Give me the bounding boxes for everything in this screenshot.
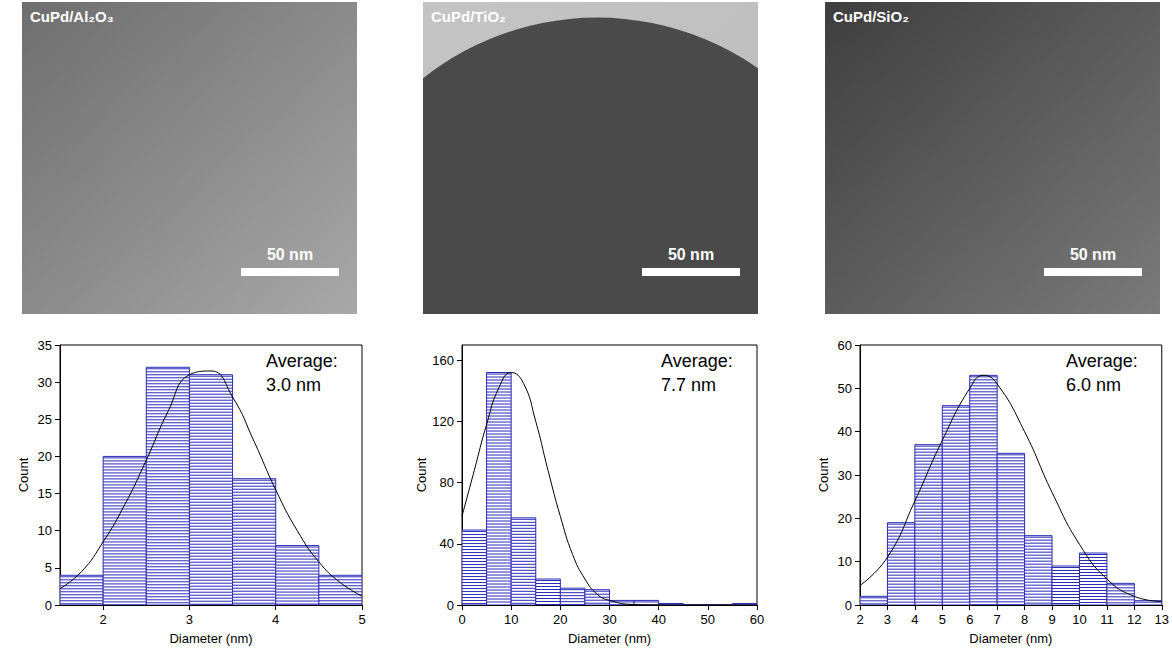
svg-text:50 nm: 50 nm: [1070, 246, 1116, 263]
svg-text:50: 50: [838, 381, 852, 396]
svg-text:Average:: Average:: [661, 351, 733, 371]
svg-text:4: 4: [272, 612, 279, 627]
svg-text:0: 0: [45, 598, 52, 613]
svg-text:30: 30: [838, 468, 852, 483]
svg-text:CuPd/SiO₂: CuPd/SiO₂: [833, 8, 909, 25]
svg-text:20: 20: [38, 449, 52, 464]
svg-text:Count: Count: [414, 457, 429, 492]
svg-text:80: 80: [440, 475, 454, 490]
svg-text:20: 20: [838, 511, 852, 526]
svg-text:6: 6: [966, 612, 973, 627]
svg-text:60: 60: [838, 338, 852, 353]
svg-text:CuPd/Al₂O₃: CuPd/Al₂O₃: [30, 8, 114, 25]
svg-text:6.0 nm: 6.0 nm: [1066, 375, 1121, 395]
svg-text:Diameter (nm): Diameter (nm): [568, 631, 651, 646]
svg-text:40: 40: [440, 536, 454, 551]
svg-text:0: 0: [458, 612, 465, 627]
svg-text:0: 0: [447, 598, 454, 613]
svg-text:25: 25: [38, 412, 52, 427]
svg-text:11: 11: [1100, 612, 1114, 627]
svg-text:10: 10: [1072, 612, 1086, 627]
svg-text:3: 3: [186, 612, 193, 627]
svg-text:50 nm: 50 nm: [267, 246, 313, 263]
svg-text:Diameter (nm): Diameter (nm): [169, 631, 252, 646]
svg-text:CuPd/TiO₂: CuPd/TiO₂: [431, 8, 506, 25]
svg-text:60: 60: [750, 612, 764, 627]
svg-text:10: 10: [38, 523, 52, 538]
svg-text:7: 7: [994, 612, 1001, 627]
svg-text:5: 5: [358, 612, 365, 627]
svg-text:20: 20: [553, 612, 567, 627]
svg-text:5: 5: [939, 612, 946, 627]
svg-text:50 nm: 50 nm: [668, 246, 714, 263]
svg-text:12: 12: [1127, 612, 1141, 627]
svg-text:7.7 nm: 7.7 nm: [661, 375, 716, 395]
svg-text:35: 35: [38, 338, 52, 353]
svg-text:2: 2: [100, 612, 107, 627]
svg-text:10: 10: [838, 554, 852, 569]
svg-text:30: 30: [602, 612, 616, 627]
svg-text:50: 50: [701, 612, 715, 627]
svg-text:3.0 nm: 3.0 nm: [266, 375, 321, 395]
svg-text:30: 30: [38, 375, 52, 390]
svg-text:160: 160: [432, 353, 454, 368]
svg-text:13: 13: [1155, 612, 1169, 627]
svg-text:10: 10: [504, 612, 518, 627]
svg-text:Diameter (nm): Diameter (nm): [969, 631, 1052, 646]
svg-text:Average:: Average:: [266, 351, 338, 371]
svg-text:9: 9: [1048, 612, 1055, 627]
svg-text:5: 5: [45, 560, 52, 575]
svg-text:0: 0: [845, 598, 852, 613]
svg-text:4: 4: [911, 612, 918, 627]
svg-text:3: 3: [884, 612, 891, 627]
svg-text:40: 40: [838, 424, 852, 439]
svg-text:8: 8: [1021, 612, 1028, 627]
svg-text:Average:: Average:: [1066, 351, 1138, 371]
svg-text:Count: Count: [816, 457, 831, 492]
svg-text:120: 120: [432, 414, 454, 429]
svg-text:40: 40: [651, 612, 665, 627]
svg-text:2: 2: [856, 612, 863, 627]
svg-text:15: 15: [38, 486, 52, 501]
svg-text:Count: Count: [16, 457, 31, 492]
